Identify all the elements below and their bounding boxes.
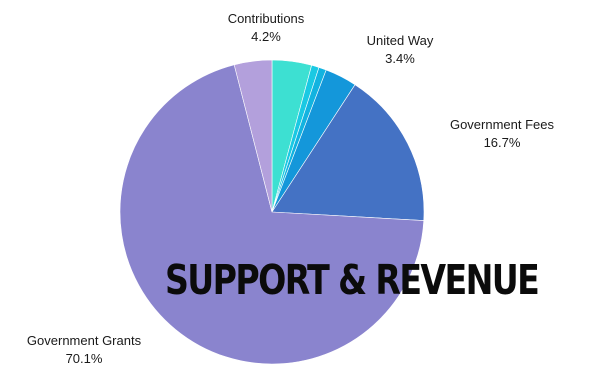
slice-label-government-grants: Government Grants 70.1% (4, 332, 164, 368)
slice-label-united-way: United Way 3.4% (330, 32, 470, 68)
support-revenue-banner: SUPPORT & REVENUE (165, 256, 540, 304)
slice-label-contributions: Contributions 4.2% (186, 10, 346, 46)
pie-slice-government-fees (271, 84, 425, 221)
pie-slices (119, 59, 425, 364)
slice-percent: 4.2% (251, 29, 281, 44)
slice-name: Contributions (227, 11, 305, 26)
slice-percent: 70.1% (65, 351, 103, 366)
slice-name: Government Fees (449, 117, 555, 132)
slice-name: United Way (366, 33, 434, 48)
pie-slice-government-grants (119, 64, 425, 364)
slice-percent: 3.4% (385, 51, 415, 66)
slice-label-government-fees: Government Fees 16.7% (420, 116, 584, 152)
slice-percent: 16.7% (483, 135, 521, 150)
pie-slice-6 (233, 59, 273, 213)
slice-name: Government Grants (26, 333, 142, 348)
